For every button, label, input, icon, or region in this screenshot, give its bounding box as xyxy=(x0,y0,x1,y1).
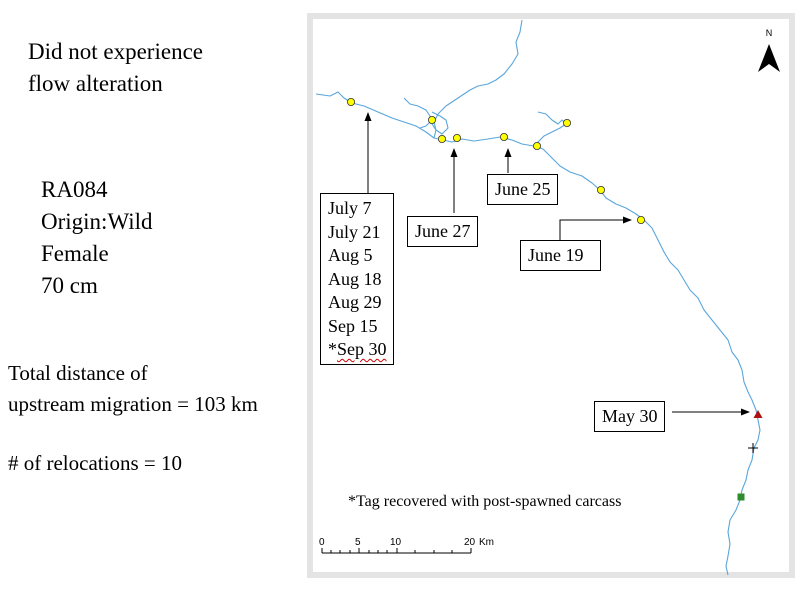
fish-sex: Female xyxy=(41,241,109,266)
flow-note-line-1: Did not experience xyxy=(28,39,203,64)
date-box-june25: June 25 xyxy=(487,174,558,205)
date-label-last: *Sep 30 xyxy=(328,338,387,362)
date-box-upper-group: July 7 July 21 Aug 5 Aug 18 Aug 29 Sep 1… xyxy=(320,193,394,365)
right-tributary xyxy=(533,111,567,147)
date-label: Aug 5 xyxy=(328,245,373,265)
flow-note-line-2: flow alteration xyxy=(28,71,163,96)
relocation-count: # of relocations = 10 xyxy=(8,451,182,475)
relocation-point xyxy=(533,141,542,150)
relocation-point xyxy=(452,133,461,142)
fish-id: RA084 xyxy=(41,177,108,202)
north-arrow-icon xyxy=(758,44,780,72)
distance-line-1: Total distance of xyxy=(8,361,148,385)
release-point-icon xyxy=(753,410,763,418)
relocation-point xyxy=(437,134,446,143)
date-label: June 27 xyxy=(415,221,471,241)
scale-tick-label: 20 xyxy=(464,537,476,548)
carcass-marker: * xyxy=(328,339,337,359)
tag-recovery-note: *Tag recovered with post-spawned carcass xyxy=(348,493,622,510)
relocation-point xyxy=(427,116,436,125)
date-label: Aug 18 xyxy=(328,268,382,289)
relocation-point xyxy=(563,119,572,128)
date-box-june19: June 19 xyxy=(520,240,601,271)
date-label: July 21 xyxy=(328,221,381,242)
station-marker-icon xyxy=(737,493,745,501)
date-label-sep30: Sep 30 xyxy=(337,339,387,359)
scale-bar xyxy=(321,548,472,554)
fish-length: 70 cm xyxy=(41,273,98,298)
upper-tributary xyxy=(433,19,523,139)
scale-tick-label: 0 xyxy=(319,537,325,548)
distance-line-2: upstream migration = 103 km xyxy=(8,392,258,416)
date-label: June 25 xyxy=(495,179,551,199)
date-label: July 7 xyxy=(328,198,372,218)
date-box-may30: May 30 xyxy=(594,401,665,432)
relocation-point xyxy=(346,98,355,107)
date-label: Aug 29 xyxy=(328,292,382,312)
relocation-point xyxy=(597,185,606,194)
north-arrow: N xyxy=(758,28,780,72)
date-box-june27: June 27 xyxy=(407,216,478,247)
callout-arrowheads xyxy=(364,112,750,416)
scale-tick-label: 10 xyxy=(390,537,402,548)
date-label: June 19 xyxy=(528,245,584,265)
main-river xyxy=(315,91,761,576)
migration-distance: Total distance of upstream migration = 1… xyxy=(8,358,258,420)
north-label: N xyxy=(766,28,773,38)
relocation-point xyxy=(499,132,508,141)
scale-unit-label: Km xyxy=(479,537,494,548)
crossing-marker-icon xyxy=(748,443,758,453)
flow-alteration-note: Did not experience flow alteration xyxy=(28,36,203,100)
scale-tick-label: 5 xyxy=(355,537,361,548)
relocation-point xyxy=(637,215,646,224)
fish-info: RA084 Origin:Wild Female 70 cm xyxy=(41,174,153,302)
date-label: Sep 15 xyxy=(328,315,378,336)
relocation-points xyxy=(346,98,646,224)
side-channel-loop xyxy=(403,97,449,135)
callout-lines xyxy=(367,116,744,413)
date-label: May 30 xyxy=(602,406,658,426)
fish-origin: Origin:Wild xyxy=(41,209,153,234)
